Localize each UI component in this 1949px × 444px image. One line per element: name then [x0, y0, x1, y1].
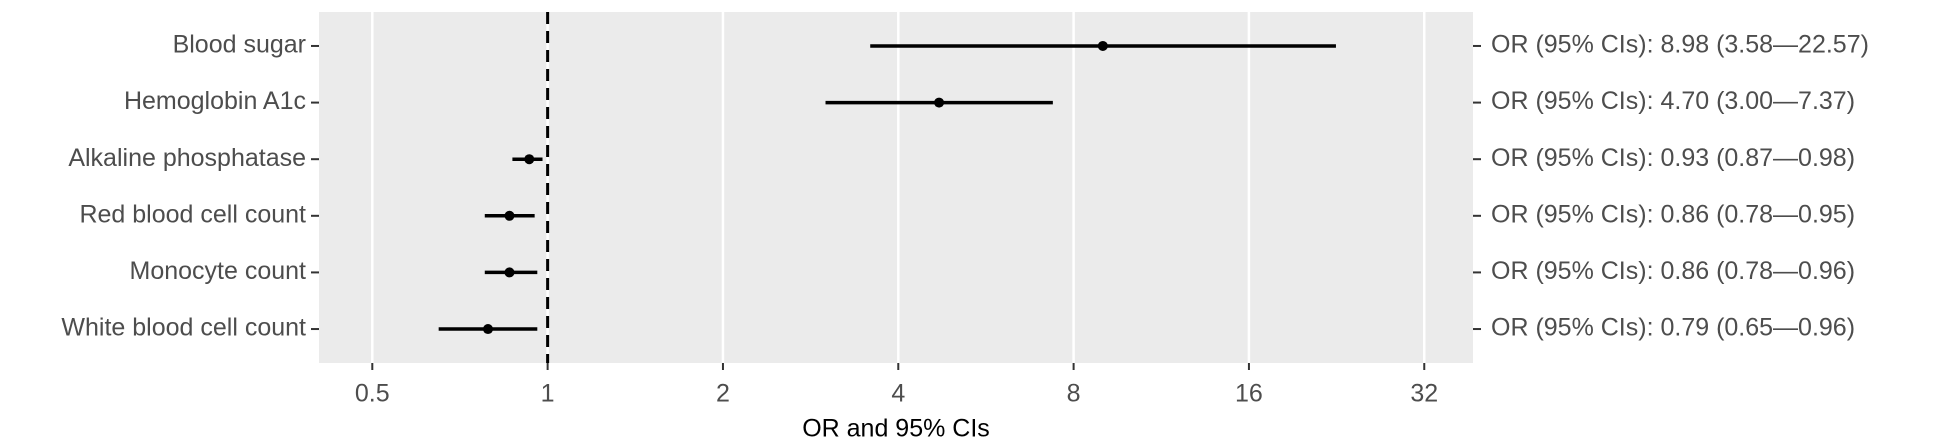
value-label: OR (95% CIs): 4.70 (3.00—7.37)	[1491, 87, 1855, 115]
y-tick-label: Alkaline phosphatase	[68, 144, 306, 172]
x-tick-label: 16	[1235, 380, 1263, 408]
value-label: OR (95% CIs): 8.98 (3.58—22.57)	[1491, 31, 1869, 59]
point	[504, 267, 515, 278]
y-tick-label: White blood cell count	[61, 314, 306, 342]
value-label: OR (95% CIs): 0.93 (0.87—0.98)	[1491, 144, 1855, 172]
x-tick-label: 2	[716, 380, 730, 408]
y-tick-label: Red blood cell count	[79, 200, 306, 228]
x-axis-title: OR and 95% CIs	[802, 415, 990, 443]
x-tick-label: 32	[1410, 380, 1438, 408]
y-tick-label: Blood sugar	[173, 31, 306, 59]
x-tick-label: 0.5	[355, 380, 390, 408]
x-tick-label: 4	[891, 380, 905, 408]
point	[934, 97, 945, 108]
y-tick-label: Monocyte count	[130, 257, 307, 285]
x-tick-label: 8	[1067, 380, 1081, 408]
x-tick-label: 1	[541, 380, 555, 408]
value-label: OR (95% CIs): 0.86 (0.78—0.95)	[1491, 200, 1855, 228]
y-tick-label: Hemoglobin A1c	[124, 87, 306, 115]
point	[483, 324, 494, 335]
plot-panel	[319, 12, 1473, 363]
point	[504, 210, 515, 221]
value-label: OR (95% CIs): 0.79 (0.65—0.96)	[1491, 314, 1855, 342]
point	[524, 154, 535, 165]
value-label: OR (95% CIs): 0.86 (0.78—0.96)	[1491, 257, 1855, 285]
point	[1097, 40, 1108, 51]
